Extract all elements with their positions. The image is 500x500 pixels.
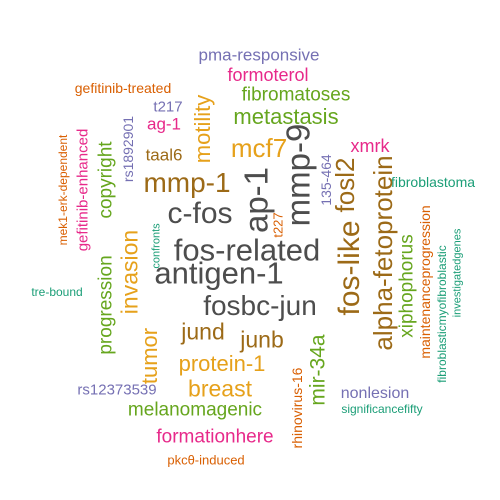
word-pma-responsive: pma-responsive	[198, 45, 320, 65]
word-antigen-1: antigen-1	[154, 255, 284, 291]
word-rs12373539: rs12373539	[77, 381, 157, 399]
word-copyright: copyright	[95, 141, 117, 219]
word-fosl2: fosl2	[330, 157, 360, 213]
word-xiphophorus: xiphophorus	[396, 234, 418, 338]
word-gefitinib-enhanced: gefitinib-enhanced	[74, 128, 92, 252]
word-c-fos: c-fos	[167, 197, 233, 230]
word-progression: progression	[95, 255, 117, 355]
word-fibroblasticmyofibroblastic: fibroblasticmyofibroblastic	[435, 245, 449, 383]
word-fos-like: fos-like	[333, 220, 366, 316]
word-melanomagenic: melanomagenic	[127, 399, 263, 421]
word-breast: breast	[188, 375, 252, 402]
word-mir-34a: mir-34a	[306, 334, 330, 406]
word-metastasis: metastasis	[233, 104, 339, 129]
word-mmp-1: mmp-1	[143, 167, 231, 198]
word-rs1892901: rs1892901	[120, 115, 136, 183]
word-tre-bound: tre-bound	[31, 285, 83, 299]
word-significancefifty: significancefifty	[341, 402, 423, 416]
word-tumor: tumor	[137, 327, 162, 385]
word-maintenanceprogression: maintenanceprogression	[417, 205, 433, 359]
word-jund: jund	[181, 318, 225, 345]
word-mcf7: mcf7	[230, 133, 288, 163]
word-fos-related: fos-related	[173, 232, 321, 268]
word-mek1-erk-dependent: mek1-erk-dependent	[56, 134, 70, 246]
word-protein-1: protein-1	[178, 351, 266, 376]
word-alpha-fetoprotein: alpha-fetoprotein	[368, 155, 398, 351]
word-xmrk: xmrk	[350, 136, 390, 156]
word-fibroblastoma: fibroblastoma	[390, 174, 476, 190]
word-fosbc-jun: fosbc-jun	[203, 290, 317, 321]
word-135-464: 135-464	[318, 154, 334, 206]
word-taal6: taal6	[145, 145, 183, 165]
word-invasion: invasion	[116, 229, 143, 315]
word-gefitinib-treated: gefitinib-treated	[74, 80, 172, 96]
word-mmp-9: mmp-9	[279, 123, 317, 227]
word-junb: junb	[240, 326, 284, 353]
word-motility: motility	[190, 94, 215, 164]
word-ag-1: ag-1	[146, 114, 182, 134]
word-formoterol: formoterol	[227, 65, 309, 85]
word-nonlesion: nonlesion	[340, 385, 410, 402]
word-rhinovirus-16: rhinovirus-16	[289, 367, 305, 449]
word-ap-1: ap-1	[237, 166, 275, 234]
word-t217: t217	[153, 98, 183, 116]
word-fibromatoses: fibromatoses	[241, 84, 351, 106]
word-formationhere: formationhere	[156, 426, 274, 448]
word-investigatedgenes: investigatedgenes	[451, 228, 464, 318]
word-pkc-theta-induced: pkcθ-induced	[167, 452, 245, 468]
